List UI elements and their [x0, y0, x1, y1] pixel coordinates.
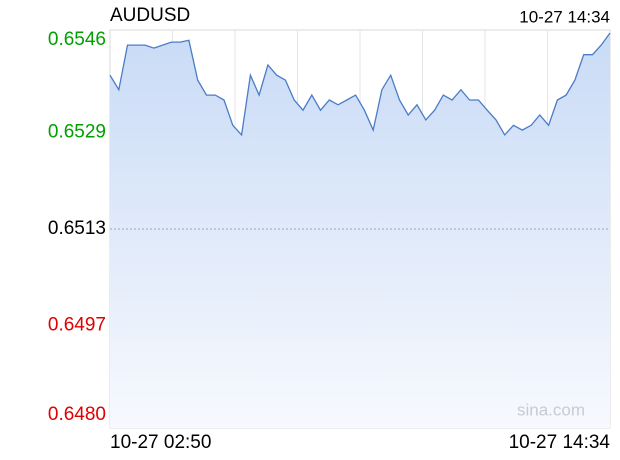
area: [110, 33, 610, 428]
time-label: 10-27 14:34: [519, 7, 610, 26]
y-tick-label: 0.6529: [48, 122, 106, 143]
y-tick-label: 0.6513: [48, 218, 106, 239]
y-tick-label: 0.6497: [48, 315, 106, 336]
y-tick-label: 0.6546: [48, 29, 106, 50]
x-tick-label: 10-27 02:50: [110, 432, 211, 453]
watermark: sina.com: [517, 400, 585, 419]
chart-title: AUDUSD: [110, 5, 190, 26]
x-tick-label: 10-27 14:34: [509, 432, 611, 453]
price-line: [109, 32, 611, 137]
y-tick-label: 0.6480: [48, 404, 106, 425]
